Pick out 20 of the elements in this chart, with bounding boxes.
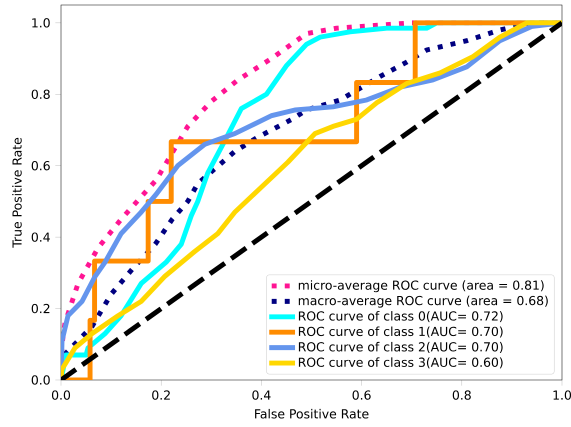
y-tick-label: 0.2 [32,304,50,314]
y-tick-label: 1.0 [32,18,50,28]
x-tick-label: 0.4 [252,390,271,400]
x-tick-label: 0.8 [452,390,471,400]
legend-label: ROC curve of class 2(AUC= 0.70) [298,342,503,353]
y-tick-label: 0.4 [32,232,50,242]
y-tick-label: 0.8 [32,90,50,99]
legend-label: ROC curve of class 3(AUC= 0.60) [298,357,503,368]
legend-label: micro-average ROC curve (area = 0.81) [298,280,544,292]
legend-label: ROC curve of class 1(AUC= 0.70) [298,326,503,338]
y-tick-label: 0.0 [32,375,50,385]
x-axis-title: False Positive Rate [255,408,368,419]
legend-label: ROC curve of class 0(AUC= 0.72) [298,311,503,322]
x-tick-label: 0.0 [52,390,70,400]
x-tick-label: 1.0 [554,390,571,400]
legend-label: macro-average ROC curve (area = 0.68) [298,296,548,308]
y-axis-title: True Positive Rate [12,138,22,248]
x-tick-label: 0.6 [352,390,371,400]
y-tick-label: 0.6 [32,161,50,170]
x-tick-label: 0.2 [152,390,170,400]
